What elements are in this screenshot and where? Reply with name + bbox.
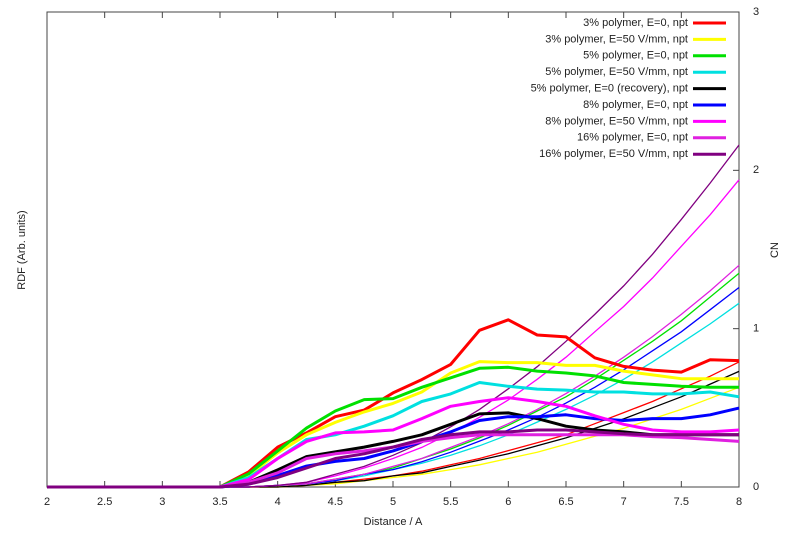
x-tick-label: 2 (44, 496, 50, 508)
legend-label: 16% polymer, E=0, npt (577, 132, 688, 144)
rdf-line (47, 318, 740, 489)
x-tick-label: 3 (159, 496, 165, 508)
cn-line (47, 264, 740, 488)
legend-label: 3% polymer, E=0, npt (583, 17, 688, 29)
x-tick-label: 6.5 (558, 496, 573, 508)
y2-tick-label: 2 (753, 164, 759, 176)
rdf-line (47, 428, 739, 489)
y2-tick-label: 1 (753, 323, 759, 335)
y-axis-label: RDF (Arb. units) (16, 210, 28, 289)
x-tick-label: 4 (275, 496, 281, 508)
legend-label: 5% polymer, E=0 (recovery), npt (531, 83, 688, 95)
x-axis-label: Distance / A (364, 516, 423, 528)
rdf-line (47, 365, 739, 489)
x-tick-label: 6 (505, 496, 511, 508)
cn-line (47, 302, 740, 488)
x-tick-label: 3.5 (212, 496, 227, 508)
legend-label: 8% polymer, E=0, npt (583, 99, 688, 111)
legend-label: 5% polymer, E=50 V/mm, npt (545, 66, 688, 78)
x-tick-label: 7 (621, 496, 627, 508)
x-tick-label: 5 (390, 496, 396, 508)
y2-axis-label: CN (769, 242, 781, 258)
x-tick-label: 4.5 (328, 496, 343, 508)
x-tick-label: 2.5 (97, 496, 112, 508)
x-tick-label: 8 (736, 496, 742, 508)
x-tick-label: 5.5 (443, 496, 458, 508)
x-tick-label: 7.5 (674, 496, 689, 508)
y2-tick-label: 0 (753, 481, 759, 493)
cn-line (47, 144, 740, 488)
cn-line (47, 286, 740, 488)
rdf-line (47, 396, 740, 489)
legend-label: 8% polymer, E=50 V/mm, npt (545, 115, 688, 127)
rdf-line (47, 433, 740, 489)
legend-label: 5% polymer, E=0, npt (583, 50, 688, 62)
legend-label: 3% polymer, E=50 V/mm, npt (545, 33, 688, 45)
legend-label: 16% polymer, E=50 V/mm, npt (539, 148, 688, 160)
y2-tick-label: 3 (753, 6, 759, 18)
